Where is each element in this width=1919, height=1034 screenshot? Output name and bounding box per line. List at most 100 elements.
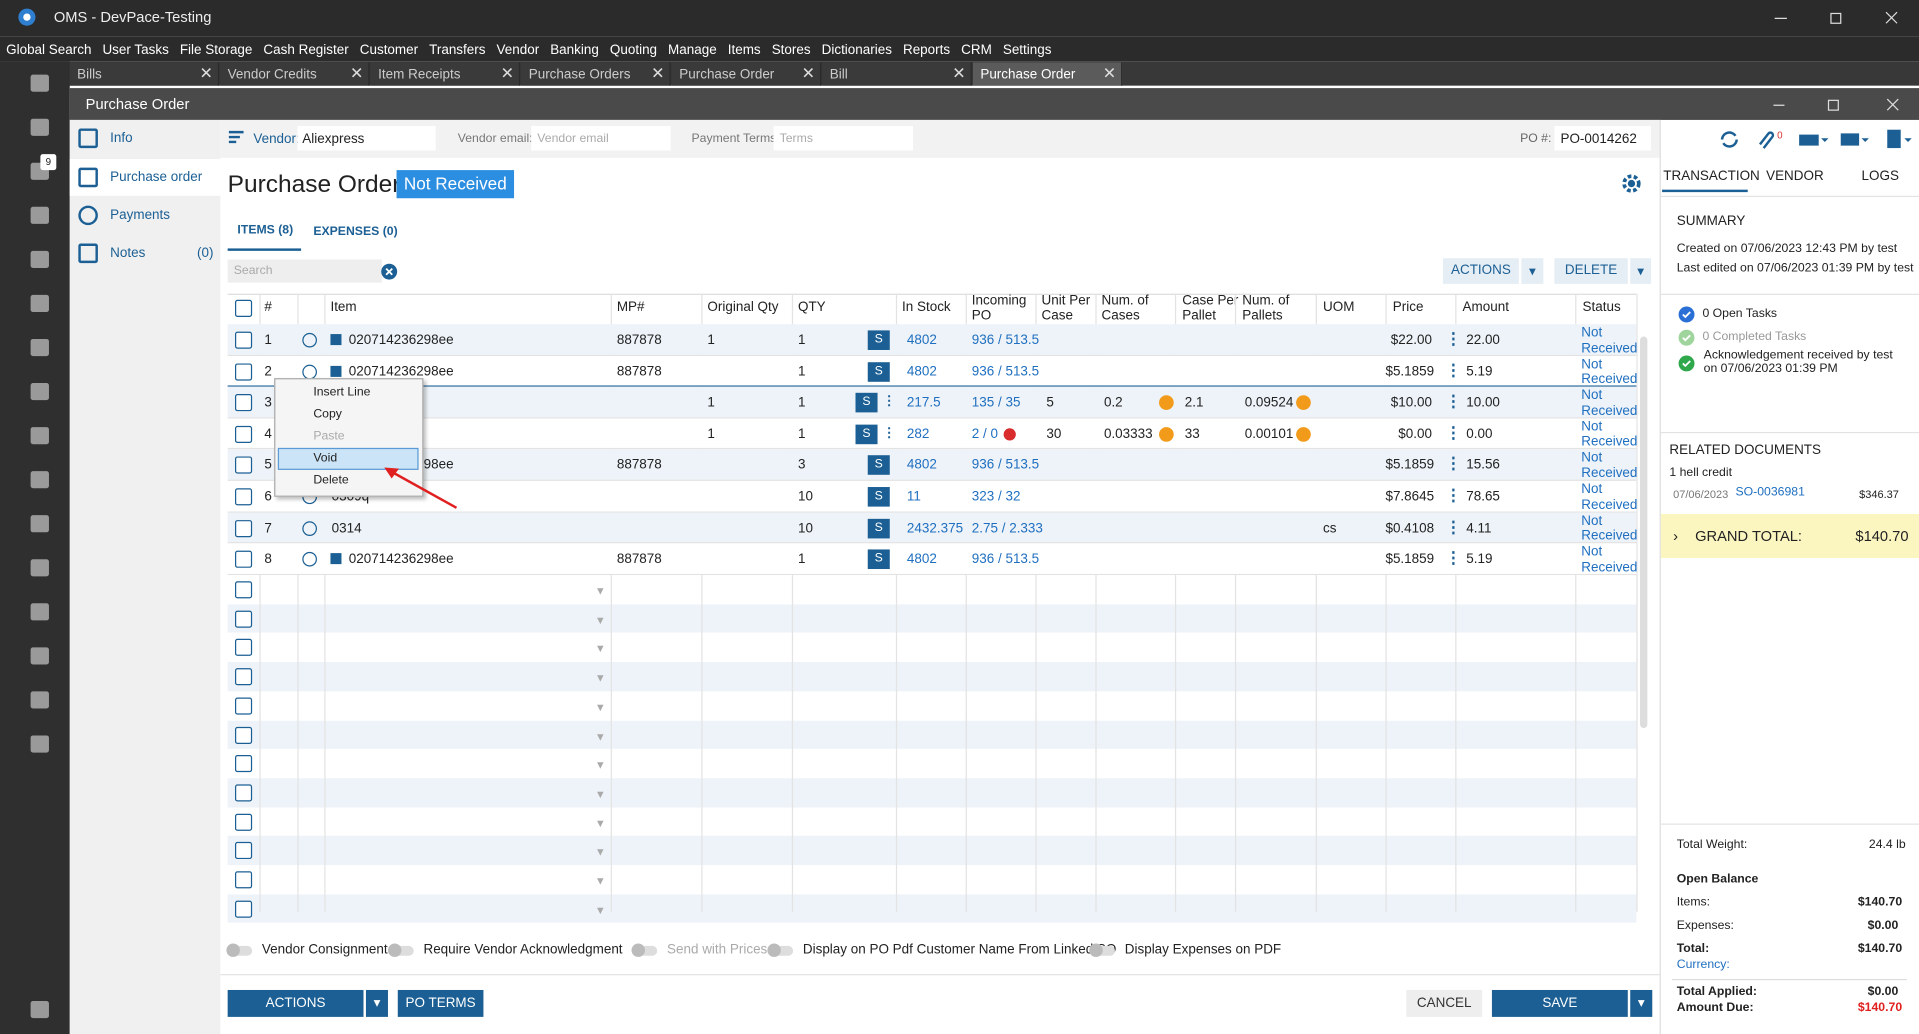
row-checkbox[interactable] (235, 697, 252, 714)
toggle[interactable] (389, 946, 413, 956)
row-checkbox[interactable] (235, 363, 252, 380)
items-tab[interactable]: ITEMS (8) (237, 223, 293, 240)
menu-item[interactable]: CRM (961, 42, 992, 59)
info-icon[interactable] (302, 521, 317, 536)
stock-button[interactable]: S (868, 550, 890, 570)
dropdown-arrow[interactable]: ▼ (595, 814, 606, 831)
actions-dropdown[interactable]: ▾ (1521, 258, 1543, 284)
menu-item[interactable]: Dictionaries (822, 42, 892, 59)
cell-status[interactable]: Not Received (1581, 513, 1640, 544)
cell-status[interactable]: Not Received (1581, 451, 1640, 482)
menu-item[interactable]: File Storage (180, 42, 253, 59)
related-doc[interactable]: SO-0036981 (1735, 485, 1804, 502)
cell-in-stock[interactable]: 11 (907, 488, 921, 505)
tab-label[interactable]: Bills (77, 66, 102, 83)
cell-in-stock[interactable]: 4802 (907, 457, 937, 474)
tab-label[interactable]: Purchase Orders (529, 66, 631, 83)
cell-status[interactable]: Not Received (1581, 326, 1640, 357)
settings-gear[interactable] (1622, 174, 1642, 194)
nav-icon[interactable] (31, 339, 49, 356)
tab-label[interactable]: Bill (830, 66, 848, 83)
row-checkbox[interactable] (235, 900, 252, 917)
nav-icon[interactable] (31, 383, 49, 400)
dropdown-arrow[interactable]: ▼ (595, 582, 606, 599)
nav-icon[interactable] (31, 295, 49, 312)
nav-icon[interactable] (31, 207, 49, 224)
menu-item[interactable]: Customer (360, 42, 418, 59)
row-checkbox[interactable] (235, 551, 252, 568)
row-checkbox[interactable] (235, 332, 252, 349)
vendor-tab[interactable]: VENDOR (1766, 168, 1824, 185)
row-checkbox[interactable] (235, 457, 252, 474)
dropdown-arrow[interactable]: ▼ (595, 872, 606, 889)
cell-incoming-po[interactable]: 323 / 32 (972, 488, 1021, 505)
row-checkbox[interactable] (235, 394, 252, 411)
delete-button[interactable]: DELETE (1554, 258, 1627, 284)
row-checkbox[interactable] (235, 813, 252, 830)
kebab[interactable]: ⋮ (1445, 487, 1461, 504)
cell-incoming-po[interactable]: 936 / 513.5 (972, 363, 1039, 380)
menu-item[interactable]: Vendor (497, 42, 540, 59)
toggle[interactable] (1090, 946, 1114, 956)
search-clear[interactable] (381, 263, 398, 280)
menu-item[interactable]: Cash Register (263, 42, 348, 59)
menu-item[interactable]: Settings (1003, 42, 1052, 59)
cell-in-stock[interactable]: 4802 (907, 363, 937, 380)
dropdown-arrow[interactable]: ▼ (595, 785, 606, 802)
context-item[interactable]: Delete (313, 472, 348, 489)
row-checkbox[interactable] (235, 639, 252, 656)
toggle[interactable] (769, 946, 793, 956)
menu-item[interactable]: Items (728, 42, 761, 59)
transaction-tab[interactable]: TRANSACTION (1663, 168, 1759, 185)
sidebar-item[interactable]: Payments (110, 207, 170, 224)
tab-label[interactable]: Purchase Order (980, 66, 1075, 83)
cancel-button[interactable]: CANCEL (1406, 990, 1482, 1017)
dropdown-arrow[interactable]: ▼ (595, 669, 606, 686)
dropdown-arrow[interactable]: ▼ (595, 611, 606, 628)
cell-in-stock[interactable]: 282 (907, 426, 929, 443)
tab-close[interactable]: ✕ (651, 65, 664, 82)
row-checkbox[interactable] (235, 871, 252, 888)
dropdown-arrow[interactable]: ▼ (595, 727, 606, 744)
row-checkbox[interactable] (235, 726, 252, 743)
dropdown-arrow[interactable]: ▼ (595, 640, 606, 657)
dropdown-arrow[interactable]: ▼ (595, 698, 606, 715)
cell-incoming-po[interactable]: 936 / 513.5 (972, 551, 1039, 568)
context-item[interactable]: Insert Line (313, 384, 370, 401)
row-checkbox[interactable] (235, 581, 252, 598)
toggle[interactable] (228, 946, 252, 956)
kebab[interactable]: ⋮ (1445, 362, 1461, 379)
stock-button[interactable]: S (868, 518, 890, 538)
footer-actions-dropdown[interactable]: ▾ (366, 990, 388, 1017)
save-dropdown[interactable]: ▾ (1630, 990, 1652, 1017)
menu-item[interactable]: Transfers (429, 42, 485, 59)
kebab[interactable]: ⋮ (1445, 424, 1461, 441)
toolbar-icons[interactable] (1718, 127, 1914, 151)
toggle[interactable] (633, 946, 657, 956)
cell-status[interactable]: Not Received (1581, 419, 1640, 450)
kebab[interactable]: ⋮ (1445, 330, 1461, 347)
row-checkbox[interactable] (235, 784, 252, 801)
window-controls[interactable] (1762, 94, 1909, 116)
tab-label[interactable]: Purchase Order (679, 66, 774, 83)
delete-dropdown[interactable]: ▾ (1630, 258, 1651, 284)
cell-in-stock[interactable]: 4802 (907, 551, 937, 568)
context-item[interactable]: Void (313, 450, 337, 467)
cell-in-stock[interactable]: 217.5 (907, 394, 941, 411)
stock-button[interactable]: S (856, 424, 878, 444)
cell-status[interactable]: Not Received (1581, 388, 1640, 419)
nav-icon[interactable] (31, 119, 49, 136)
cell-incoming-po[interactable]: 936 / 513.5 (972, 457, 1039, 474)
nav-icon[interactable] (31, 691, 49, 708)
nav-icon[interactable] (31, 75, 49, 92)
stock-button[interactable]: S (868, 456, 890, 476)
nav-icon[interactable] (31, 471, 49, 488)
expenses-tab[interactable]: EXPENSES (0) (313, 224, 397, 241)
cell-incoming-po[interactable]: 2.75 / 2.333 (972, 520, 1043, 537)
sidebar-item[interactable]: Purchase order (110, 169, 202, 186)
tab-close[interactable]: ✕ (350, 65, 363, 82)
kebab[interactable]: ⋮ (1445, 393, 1461, 410)
footer-actions[interactable]: ACTIONS (228, 990, 364, 1017)
menu-item[interactable]: Reports (903, 42, 950, 59)
tab-close[interactable]: ✕ (199, 65, 212, 82)
